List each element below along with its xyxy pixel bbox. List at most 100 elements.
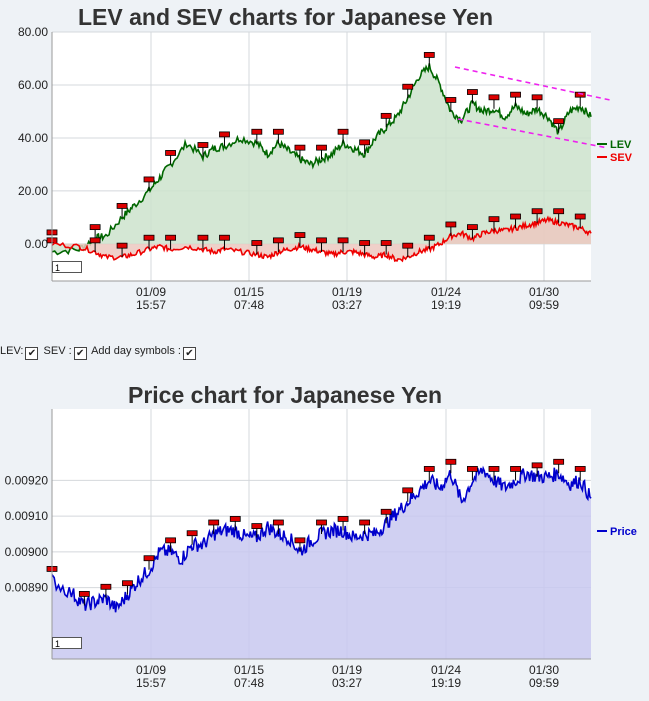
y-tick-label: 80.00 [18,25,48,39]
chart2-zoom-input[interactable]: 1 [52,637,82,649]
lev-sev-chart: 80.0060.0040.0020.000.0001/0915:5701/150… [18,25,633,312]
x-tick-time: 03:27 [332,298,362,312]
day-symbol-flag [89,224,101,231]
y-tick-label: 0.00900 [5,545,49,559]
day-symbol-flag [337,516,349,522]
day-symbol-flag [574,466,586,472]
day-symbol-flag [423,234,435,241]
day-symbol-flag [467,466,478,472]
x-tick-time: 15:57 [136,298,166,312]
legend-label-sev: SEV [610,152,633,164]
day-symbol-flag [116,242,128,249]
x-tick-time: 07:48 [234,676,264,690]
day-symbol-flag [510,466,521,472]
day-symbol-flag [116,203,128,209]
day-symbol-flag [467,224,478,231]
day-symbol-flag [510,213,521,220]
lev-checkbox[interactable]: ✔ [25,347,39,360]
series-line-lev [51,63,592,256]
day-symbol-flag [100,583,112,590]
lev-sev-chart-title: LEV and SEV charts for Japanese Yen [78,4,494,30]
x-tick-date: 01/30 [529,663,559,677]
day-symbol-flag [251,128,263,135]
day-symbol-flag [488,216,500,223]
day-symbol-flag [510,91,521,98]
day-symbol-flag [574,91,586,98]
day-symbol-flag [165,234,176,241]
day-symbol-flag [423,52,435,58]
day-symbols-checkbox[interactable]: ✔ [182,347,196,360]
legend-label-lev: LEV [610,139,632,151]
x-tick-date: 01/15 [234,663,264,677]
sev-toggle-label: SEV : [43,345,72,357]
day-symbol-flag [488,466,500,472]
day-symbol-flag [402,242,414,249]
day-symbol-flag [553,458,565,465]
day-symbol-flag [272,519,284,526]
day-symbol-flag [251,523,263,529]
day-symbol-flag [574,213,586,220]
day-symbol-flag [208,519,220,526]
x-tick-time: 03:27 [332,676,362,690]
x-tick-time: 15:57 [136,676,166,690]
day-symbol-flag [380,240,392,246]
day-symbol-flag [294,144,306,151]
day-symbol-flag [402,83,414,90]
x-tick-date: 01/24 [431,285,461,299]
day-symbol-flag [445,97,457,103]
day-symbol-flag [488,94,500,101]
x-tick-date: 01/19 [332,663,362,677]
day-symbol-flag [531,208,543,215]
price-chart-title: Price chart for Japanese Yen [128,382,443,408]
day-symbol-flag [316,237,327,244]
day-symbol-flag [359,139,371,146]
day-symbol-flag [197,234,209,241]
day-symbol-flag [78,591,90,597]
day-symbol-flag [553,208,565,215]
sev-checkbox[interactable]: ✔ [73,347,87,360]
day-symbol-flag [531,462,543,469]
chart1-zoom-input[interactable]: 1 [52,261,82,273]
y-tick-label: 0.00890 [5,581,49,595]
lev-toggle-label: LEV: [0,345,24,357]
x-tick-date: 01/24 [431,663,461,677]
series-area-lev [52,63,591,255]
day-symbol-flag [359,240,371,246]
day-symbol-flag [445,221,457,228]
day-symbol-flag [423,466,435,472]
series-area-price [52,467,591,659]
day-symbol-flag [402,487,414,494]
day-symbol-flag [316,144,327,151]
day-symbols-label: Add day symbols : [91,345,181,357]
day-symbol-flag [294,232,306,238]
day-symbol-flag [89,237,101,244]
day-symbol-flag [272,237,284,244]
x-tick-time: 09:59 [529,298,559,312]
x-tick-time: 19:19 [431,676,461,690]
day-symbol-flag [229,516,241,522]
y-tick-label: 0.00920 [5,473,49,487]
day-symbol-flag [122,580,133,587]
x-tick-date: 01/09 [136,663,166,677]
day-symbol-flag [197,142,209,148]
x-tick-time: 07:48 [234,298,264,312]
day-symbol-flag [165,537,176,544]
series-toggle-controls: LEV: ✔ SEV : ✔ Add day symbols : ✔ [0,345,198,360]
day-symbol-flag [531,94,543,101]
x-tick-date: 01/15 [234,285,264,299]
day-symbol-flag [337,128,349,135]
day-symbol-flag [553,118,565,125]
day-symbol-flag [380,508,392,515]
day-symbol-flag [186,530,198,537]
day-symbol-flag [337,237,349,244]
y-tick-label: 0.00 [25,237,49,251]
day-symbol-flag [380,112,392,119]
x-tick-time: 09:59 [529,676,559,690]
series-line-price [51,465,592,613]
x-tick-date: 01/09 [136,285,166,299]
day-symbol-flag [467,89,478,95]
trend-line-lower [457,118,609,149]
day-symbol-flag [445,458,457,465]
x-tick-date: 01/19 [332,285,362,299]
